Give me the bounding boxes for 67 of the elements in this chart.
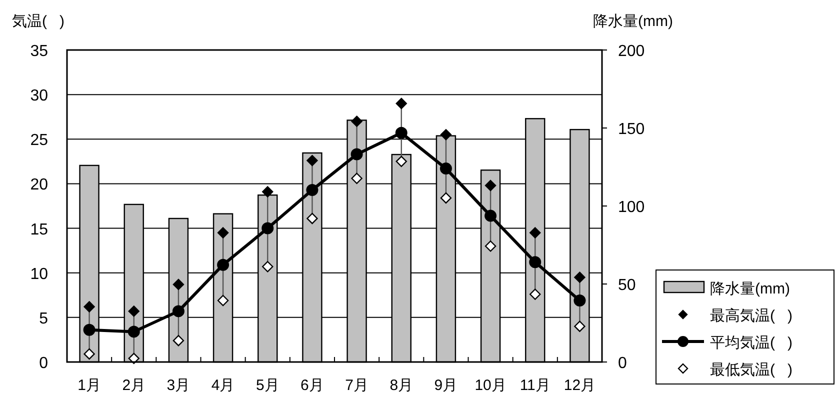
- point: [530, 227, 541, 238]
- y2-tick-label: 200: [618, 43, 645, 60]
- point: [262, 222, 274, 234]
- point: [84, 348, 95, 360]
- point: [530, 288, 541, 300]
- point: [217, 258, 230, 271]
- point: [172, 335, 184, 346]
- x-tick-label: 2月: [122, 377, 146, 394]
- x-tick-label: 9月: [434, 377, 458, 394]
- x-tick-label: 11月: [520, 377, 550, 394]
- point: [351, 116, 362, 127]
- point: [440, 162, 452, 175]
- y-tick-label: 15: [30, 221, 48, 238]
- legend-label: 最高気温( ): [710, 308, 792, 324]
- point: [396, 98, 407, 110]
- point: [306, 184, 318, 196]
- point: [306, 212, 318, 224]
- y2-tick-label: 150: [618, 121, 645, 138]
- y-tick-label: 0: [39, 355, 48, 372]
- point: [484, 240, 496, 252]
- point: [529, 256, 542, 268]
- x-tick-label: 8月: [390, 377, 414, 394]
- x-tick-label: 6月: [300, 377, 324, 394]
- x-tick-label: 5月: [256, 377, 280, 394]
- y-tick-label: 20: [30, 176, 48, 194]
- y-tick-label: 30: [30, 88, 48, 105]
- point: [217, 227, 229, 238]
- point: [395, 126, 408, 139]
- point: [574, 320, 586, 332]
- point: [440, 129, 452, 140]
- point: [351, 172, 362, 184]
- x-tick-label: 3月: [166, 377, 190, 394]
- point: [128, 352, 140, 364]
- x-tick-label: 7月: [345, 377, 368, 394]
- legend-label: 平均気温( ): [710, 334, 792, 352]
- point: [350, 148, 363, 160]
- point: [172, 305, 184, 318]
- y2-tick-label: 50: [618, 277, 636, 294]
- point: [484, 210, 497, 222]
- point: [128, 306, 140, 317]
- point: [262, 186, 274, 198]
- point: [83, 324, 96, 336]
- x-tick-label: 12月: [564, 377, 596, 394]
- x-tick-label: 1月: [78, 377, 101, 394]
- point: [484, 180, 496, 192]
- point: [574, 272, 586, 283]
- point: [262, 261, 274, 272]
- point: [84, 301, 95, 312]
- y-tick-label: 5: [39, 310, 48, 328]
- point: [440, 192, 452, 204]
- x-tick-label: 10月: [474, 377, 506, 394]
- y-axis-title: 気温( ): [12, 13, 64, 30]
- point: [172, 278, 184, 290]
- y2-axis-title: 降水量(mm): [593, 13, 673, 30]
- y-tick-label: 25: [30, 132, 48, 150]
- y2-tick-label: 0: [618, 355, 627, 372]
- point: [128, 326, 140, 338]
- point: [396, 156, 407, 168]
- y-tick-label: 35: [30, 43, 48, 60]
- legend-label: 最低気温( ): [710, 362, 792, 378]
- point: [306, 154, 318, 166]
- point: [574, 294, 586, 306]
- x-tick-label: 4月: [211, 377, 235, 394]
- y2-tick-label: 100: [618, 199, 645, 216]
- legend-label: 降水量(mm): [710, 280, 790, 298]
- point: [217, 294, 229, 306]
- y-tick-label: 10: [30, 266, 48, 283]
